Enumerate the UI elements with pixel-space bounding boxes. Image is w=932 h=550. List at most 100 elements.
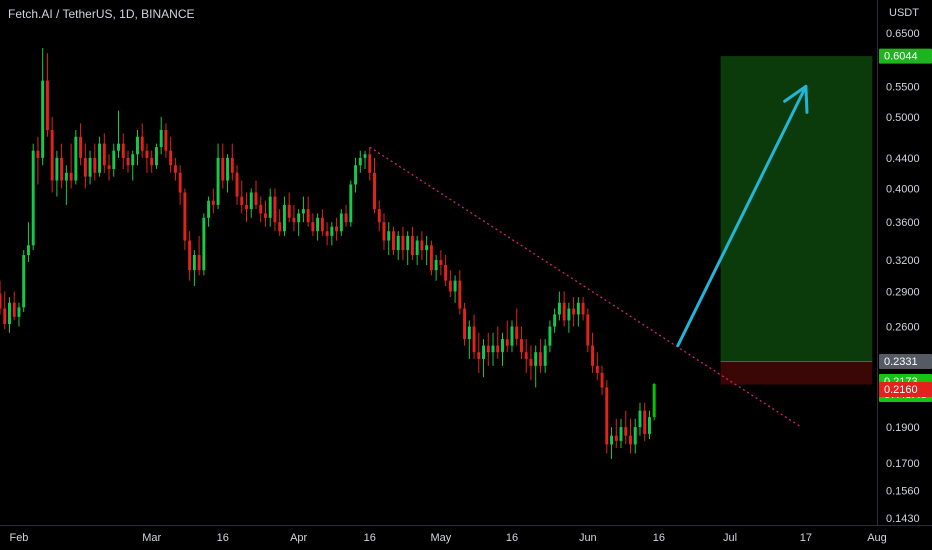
candle-body <box>415 240 419 256</box>
candle <box>159 116 163 155</box>
candle <box>410 226 414 260</box>
candle <box>226 154 230 193</box>
trendline <box>369 146 802 428</box>
candle-body <box>643 410 647 434</box>
candle-body <box>55 157 59 181</box>
candle-body <box>3 308 7 325</box>
time-tick-label: 16 <box>653 532 665 544</box>
candle <box>647 410 651 440</box>
candle <box>311 213 315 236</box>
candle <box>297 209 301 236</box>
candle-body <box>126 157 130 166</box>
candle <box>401 226 405 260</box>
candle <box>64 165 68 205</box>
candle-body <box>178 172 182 193</box>
candle-body <box>406 235 410 251</box>
candle-body <box>543 345 547 366</box>
price-tick-label: 0.6500 <box>886 28 920 40</box>
candle <box>330 222 334 246</box>
time-tick-label: Feb <box>9 532 28 544</box>
candle <box>79 123 83 166</box>
candle <box>268 188 272 227</box>
candle-body <box>93 157 97 173</box>
candle <box>306 196 310 227</box>
price-tag-stop: 0.2160 <box>879 381 932 397</box>
candle <box>278 209 282 236</box>
candle-body <box>434 259 438 271</box>
candle <box>145 143 149 173</box>
candle-body <box>79 136 83 158</box>
price-tag-box <box>879 48 932 64</box>
price-tag-label: 0.6044 <box>884 51 918 63</box>
candle <box>211 188 215 214</box>
candle <box>586 308 590 353</box>
candle <box>482 339 486 378</box>
candle <box>36 136 40 185</box>
candle <box>197 235 201 276</box>
candle-body <box>610 435 613 445</box>
candle-body <box>64 172 68 181</box>
candle-body <box>629 435 632 445</box>
time-tick-label: 16 <box>506 532 518 544</box>
candle-body <box>538 352 542 366</box>
candle-body <box>164 129 168 151</box>
candle <box>320 209 324 236</box>
candle <box>501 332 504 366</box>
candle <box>88 150 92 185</box>
candle-body <box>510 326 514 346</box>
candle-body <box>26 245 30 256</box>
candle-body <box>41 80 45 158</box>
candle <box>282 196 286 236</box>
candle <box>387 222 391 256</box>
candle <box>463 302 467 346</box>
candle-body <box>619 427 623 441</box>
candle-body <box>254 192 258 205</box>
candle <box>638 402 642 436</box>
candle <box>60 143 64 189</box>
candle <box>126 150 130 173</box>
candle <box>245 192 248 223</box>
candle <box>472 314 476 359</box>
price-tick-label: 0.5500 <box>886 81 920 93</box>
candle <box>553 308 557 333</box>
candle-body <box>519 339 523 353</box>
candle <box>273 188 277 232</box>
candle-body <box>268 196 272 218</box>
price-tick-label: 0.2900 <box>886 287 920 299</box>
time-tick-label: Apr <box>290 532 307 544</box>
price-axis[interactable]: 0.6500 0.5500 0.5000 0.4400 0.4000 0.3600 0.32… <box>886 28 920 525</box>
candle <box>382 213 386 251</box>
candle-body <box>557 302 561 315</box>
candle-body <box>524 352 528 359</box>
time-tick-label: 16 <box>364 532 376 544</box>
candle <box>292 204 296 232</box>
candle <box>178 165 182 205</box>
candle <box>434 255 438 281</box>
candle <box>439 250 443 276</box>
candle-body <box>216 157 220 205</box>
drawings-layer <box>369 84 809 428</box>
candle <box>557 291 561 321</box>
candle-body <box>297 213 301 223</box>
candle-body <box>344 213 348 223</box>
candle <box>98 136 102 177</box>
time-axis[interactable]: Feb Mar 16 Apr 16 May 16 Jun 16 Jul 17 Aug <box>9 532 886 544</box>
candle <box>572 297 576 327</box>
candle <box>183 188 187 251</box>
candle-body <box>121 143 125 158</box>
candle <box>652 383 656 421</box>
candle <box>377 200 381 232</box>
price-tag-box <box>879 354 932 370</box>
candle-body <box>576 302 580 315</box>
candle <box>614 418 618 449</box>
candle-body <box>458 280 462 309</box>
candle <box>444 255 448 287</box>
candle-body <box>22 255 26 308</box>
candle-body <box>501 339 504 353</box>
candle-body <box>600 372 604 388</box>
candle <box>415 235 419 266</box>
time-tick-label: May <box>430 532 451 544</box>
candle-body <box>496 345 500 353</box>
